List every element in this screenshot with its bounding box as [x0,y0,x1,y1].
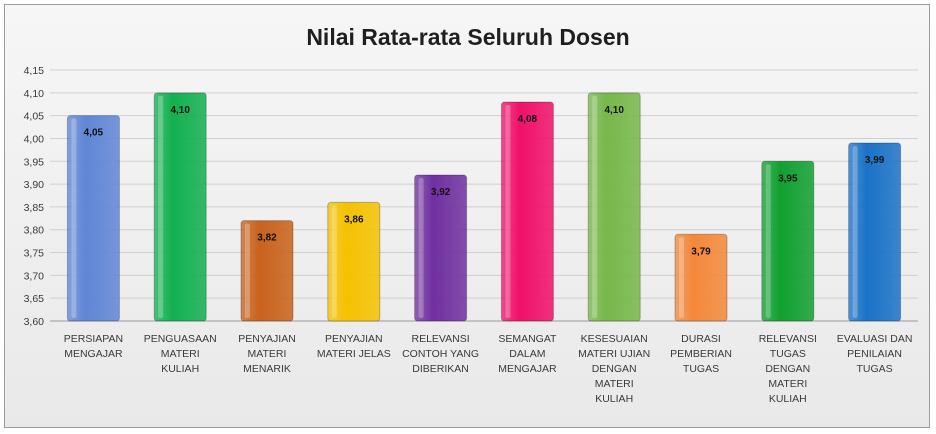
category-label: RELEVANSI [759,333,817,345]
bar [240,220,294,322]
category-label: MATERI JELAS [317,348,391,360]
y-tick-label: 3,85 [24,202,45,214]
bar-highlight [71,118,77,319]
bar [761,160,815,322]
category-label: RELEVANSI [412,333,470,345]
bar-highlight [679,237,684,318]
bar [66,115,120,322]
category-label: DENGAN [765,363,810,375]
y-tick-label: 3,70 [24,270,45,282]
category-label: MENGAJAR [64,348,123,360]
bar-highlight [418,177,424,318]
data-label: 3,95 [778,173,798,184]
category-label: TUGAS [770,348,806,360]
bar [587,92,641,322]
data-label: 4,08 [518,114,538,125]
data-label: 3,92 [431,187,451,198]
category-label: PEMBERIAN [670,348,732,360]
category-label: MENARIK [243,363,291,375]
category-label: MATERI [595,378,634,390]
chart-title: Nilai Rata-rata Seluruh Dosen [306,24,630,50]
category-label: KULIAH [595,393,633,405]
bar [674,233,728,322]
category-label: TUGAS [683,363,719,375]
category-label: MATERI [768,378,807,390]
category-label: MENGAJAR [498,363,557,375]
category-label: PENGUASAAN [144,333,217,345]
y-tick-label: 4,10 [24,88,45,100]
category-label: MATERI UJIAN [578,348,650,360]
data-label: 3,86 [344,214,364,225]
bar-highlight [592,95,598,319]
category-label: PENILAIAN [847,348,902,360]
bar [500,101,554,322]
y-tick-label: 3,65 [24,293,45,305]
category-label: EVALUASI DAN [837,333,913,345]
category-label: TUGAS [857,363,893,375]
y-tick-label: 3,95 [24,156,45,168]
y-tick-label: 4,15 [24,65,45,77]
y-tick-label: 3,90 [24,179,45,191]
category-label: DURASI [681,333,721,345]
data-label: 4,10 [170,105,190,116]
bar-highlight [158,95,164,319]
data-label: 4,10 [604,105,624,116]
category-label: DIBERIKAN [412,363,469,375]
y-tick-label: 4,00 [24,133,45,145]
category-label: CONTOH YANG [402,348,479,360]
y-tick-label: 3,60 [24,316,45,328]
category-label: KULIAH [161,363,199,375]
bar [848,142,902,322]
bar-highlight [331,205,337,318]
category-label: PENYAJIAN [325,333,383,345]
data-label: 3,79 [691,246,711,257]
x-axis-categories: PERSIAPAN MENGAJAR PENGUASAAN MATERI KULIAH P… [64,333,913,405]
category-label: PENYAJIAN [238,333,296,345]
data-label: 3,99 [865,155,885,166]
data-label: 4,05 [84,128,104,139]
category-label: DENGAN [592,363,637,375]
y-tick-label: 3,80 [24,225,45,237]
category-label: SEMANGAT [498,333,557,345]
category-label: KESESUAIAN [581,333,648,345]
bar [153,92,207,322]
bar [327,201,381,322]
category-label: DALAM [509,348,545,360]
data-labels: 4,05 4,10 3,82 3,86 3,92 4,08 4,10 3,79 3,95 3,99 [84,105,885,257]
bar [414,174,468,322]
category-label: PERSIAPAN [64,333,123,345]
category-label: MATERI [161,348,200,360]
data-label: 3,82 [257,233,277,244]
bar-highlight [852,146,858,318]
category-label: MATERI [248,348,287,360]
bar-highlight [505,104,511,318]
category-label: KULIAH [769,393,807,405]
bars [66,92,902,322]
bar-highlight [765,164,771,318]
y-axis-ticks: 3,60 3,65 3,70 3,75 3,80 3,85 3,90 3,95 4,00 4,05… [24,65,45,328]
y-tick-label: 3,75 [24,248,45,260]
y-tick-label: 4,05 [24,111,45,123]
bar-highlight [245,223,250,318]
